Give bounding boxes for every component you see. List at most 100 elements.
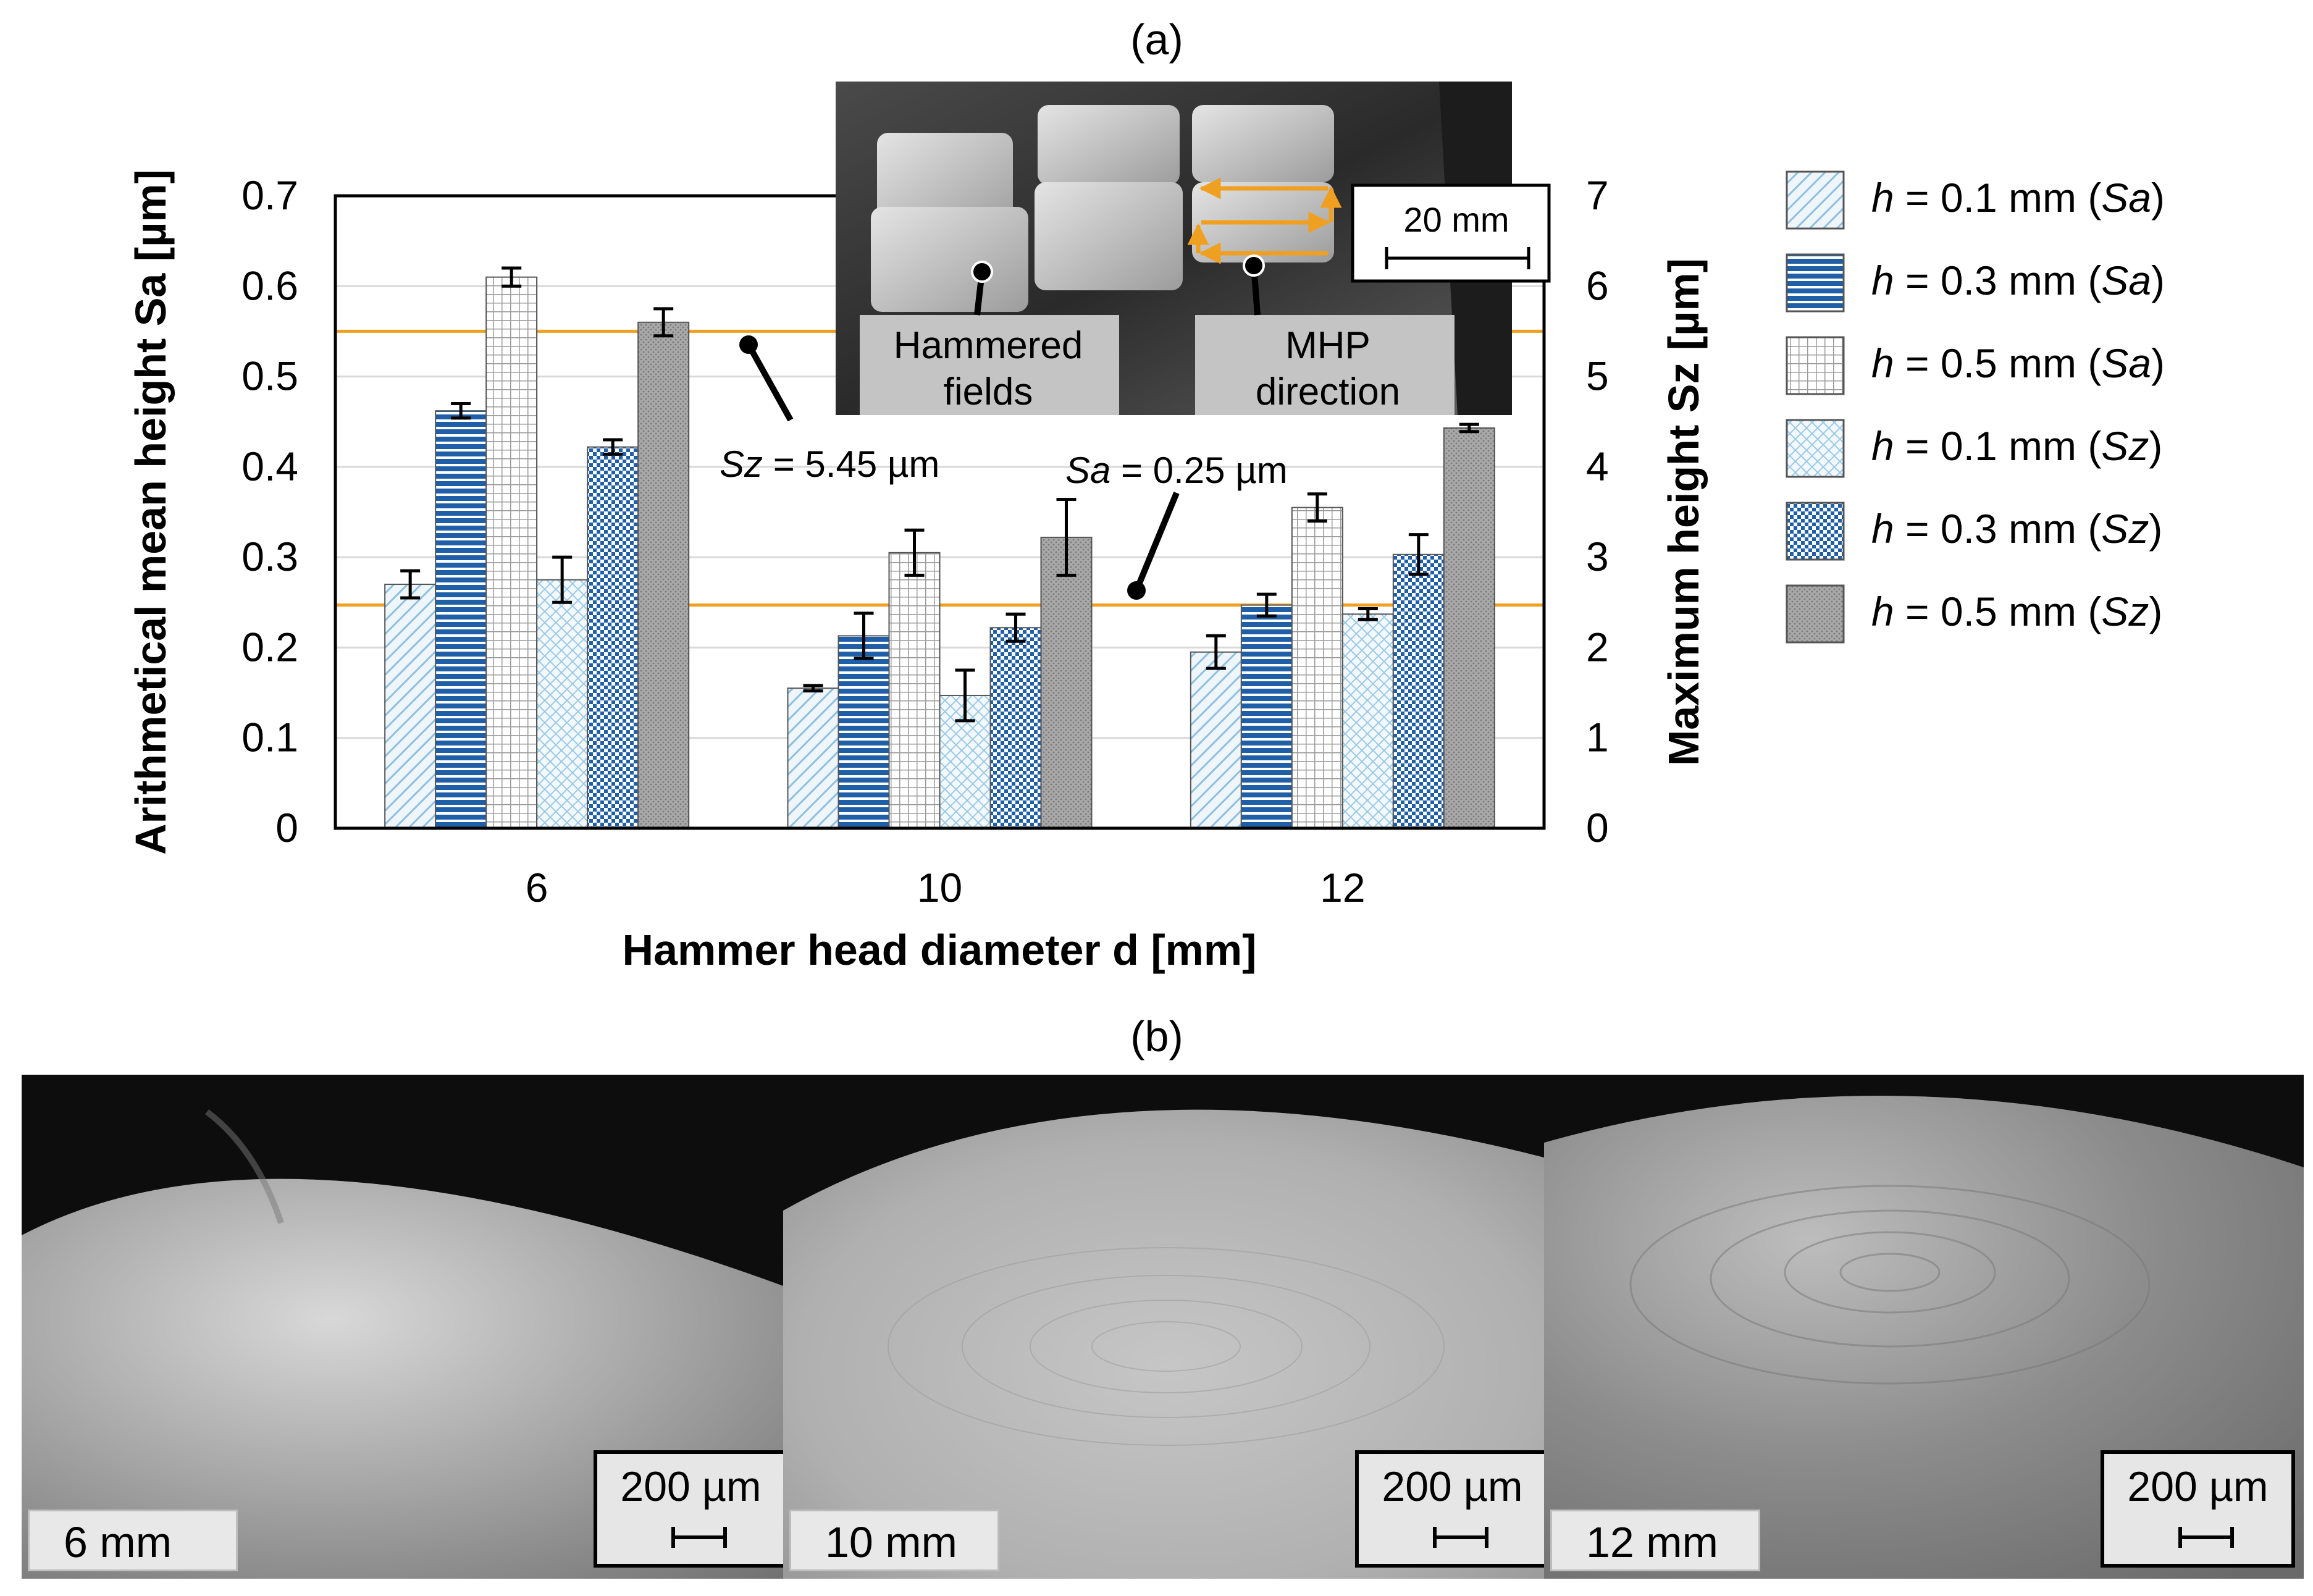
y-left-tick-label: 0 bbox=[275, 805, 298, 850]
y-right-tick-label: 3 bbox=[1586, 534, 1609, 579]
legend-swatch bbox=[1786, 170, 1845, 230]
bar bbox=[1291, 506, 1343, 829]
error-bar bbox=[653, 307, 674, 338]
sa-reference-callout: Sa = 0.25 µm bbox=[1065, 450, 1288, 600]
y-left-tick-label: 0.3 bbox=[241, 534, 298, 579]
x-tick-label: 12 bbox=[1320, 865, 1365, 910]
y-axis-left-ticks: 0 0.1 0.2 0.3 0.4 0.5 0.6 0.7 bbox=[241, 172, 298, 850]
inset-left-label-line2: fields bbox=[944, 371, 1033, 413]
y-axis-right-title: Maximum height Sz [µm] bbox=[1660, 258, 1708, 766]
inset-scale-box bbox=[1351, 183, 1551, 283]
error-bar bbox=[955, 668, 975, 723]
svg-text:Sz = 5.45 µm: Sz = 5.45 µm bbox=[720, 443, 939, 485]
sa-ref-value: = 0.25 µm bbox=[1110, 450, 1287, 491]
bar bbox=[1190, 651, 1242, 829]
bar bbox=[485, 276, 538, 829]
inset-right-label-box bbox=[1195, 315, 1455, 415]
error-bar bbox=[904, 528, 925, 577]
y-right-tick-label: 1 bbox=[1586, 715, 1609, 760]
error-bar bbox=[854, 611, 874, 660]
error-bar bbox=[1005, 612, 1026, 643]
x-axis-ticks: 6 10 12 bbox=[526, 865, 1366, 910]
hammered-field-5 bbox=[1192, 105, 1334, 182]
legend-swatch bbox=[1786, 253, 1845, 313]
error-bar bbox=[803, 684, 823, 693]
sem-scale-bar: 200 µm bbox=[2101, 1450, 2295, 1568]
sz-ref-var: Sz bbox=[720, 443, 763, 485]
y-right-tick-label: 0 bbox=[1586, 805, 1609, 850]
error-bars bbox=[400, 266, 1479, 723]
x-tick-label: 10 bbox=[917, 865, 962, 910]
bar bbox=[1341, 613, 1394, 829]
inset-left-label-box bbox=[860, 315, 1119, 415]
sem-image-12mm: 12 mm 200 µm bbox=[1544, 1075, 2304, 1579]
bar bbox=[1392, 553, 1445, 829]
y-left-tick-label: 0.4 bbox=[241, 443, 298, 489]
error-bar bbox=[1459, 422, 1479, 434]
sem-scale-label: 200 µm bbox=[620, 1463, 762, 1510]
bars bbox=[384, 276, 1495, 830]
hammered-field-3 bbox=[1038, 105, 1180, 185]
bar bbox=[1040, 536, 1093, 830]
sem-image-6mm: 6 mm 200 µm bbox=[22, 1075, 797, 1579]
error-bar bbox=[1206, 634, 1226, 670]
bar bbox=[637, 321, 690, 829]
legend: h = 0.1 mm (Sa) h = 0.3 mm (Sa) h = 0.5 mm… bbox=[1786, 170, 2165, 644]
inset-photo: Hammered fields MHP direction 20 mm bbox=[836, 82, 1551, 415]
legend-label: h = 0.3 mm (Sz) bbox=[1871, 506, 2162, 552]
error-bar bbox=[400, 569, 421, 600]
inset-scale-bar bbox=[1385, 247, 1530, 269]
y-left-tick-label: 0.6 bbox=[241, 262, 298, 308]
bar bbox=[384, 584, 437, 829]
legend-swatch bbox=[1786, 419, 1845, 478]
sem-image-10mm: 10 mm 200 µm bbox=[783, 1075, 1558, 1579]
bar bbox=[837, 635, 890, 829]
hammered-field-2 bbox=[871, 207, 1028, 312]
y-left-tick-label: 0.7 bbox=[241, 172, 298, 218]
inset-right-label-line1: MHP bbox=[1285, 324, 1371, 367]
legend-label: h = 0.5 mm (Sa) bbox=[1871, 340, 2165, 386]
error-bar bbox=[552, 555, 573, 604]
legend-swatch bbox=[1786, 336, 1845, 395]
bar bbox=[435, 410, 487, 829]
sem-scale-label: 200 µm bbox=[1382, 1463, 1523, 1510]
x-tick-label: 6 bbox=[526, 865, 548, 910]
bar bbox=[1443, 427, 1495, 829]
sem-diameter-label: 12 mm bbox=[1550, 1510, 1760, 1571]
error-bar bbox=[1358, 607, 1378, 621]
mhp-direction-arrows bbox=[1187, 177, 1342, 264]
error-bar bbox=[1056, 498, 1077, 577]
sem-scale-bar: 200 µm bbox=[594, 1450, 788, 1568]
y-right-tick-label: 6 bbox=[1586, 262, 1609, 308]
sa-ref-var: Sa bbox=[1065, 450, 1110, 491]
error-bar bbox=[451, 401, 471, 420]
y-axis-left-title: Arithmetical mean height Sa [µm] bbox=[127, 169, 175, 855]
sz-reference-callout: Sz = 5.45 µm bbox=[720, 335, 939, 485]
sem-diameter-label: 6 mm bbox=[28, 1510, 238, 1571]
bar bbox=[888, 552, 941, 829]
legend-label: h = 0.1 mm (Sz) bbox=[1871, 423, 2162, 469]
error-bar bbox=[1307, 492, 1327, 523]
error-bar bbox=[1256, 592, 1277, 618]
error-bar bbox=[603, 438, 623, 456]
error-bar bbox=[502, 266, 522, 288]
sem-scale-bar: 200 µm bbox=[1355, 1450, 1550, 1568]
hammered-field-4 bbox=[1035, 182, 1183, 290]
bar bbox=[1240, 604, 1293, 829]
x-axis-title: Hammer head diameter d [mm] bbox=[623, 926, 1257, 974]
y-left-tick-label: 0.5 bbox=[241, 353, 298, 399]
y-right-tick-label: 2 bbox=[1586, 624, 1609, 670]
inset-left-label-line1: Hammered bbox=[894, 324, 1083, 367]
y-left-tick-label: 0.1 bbox=[241, 715, 298, 760]
svg-text:Sa = 0.25 µm: Sa = 0.25 µm bbox=[1065, 450, 1288, 491]
bar bbox=[536, 579, 589, 829]
y-right-tick-label: 5 bbox=[1586, 353, 1609, 399]
sz-ref-value: = 5.45 µm bbox=[763, 443, 939, 485]
panel-a-label: (a) bbox=[1130, 15, 1183, 64]
legend-swatch bbox=[1786, 584, 1845, 644]
inset-scale-label: 20 mm bbox=[1403, 200, 1509, 239]
sem-diameter-label: 10 mm bbox=[789, 1510, 999, 1571]
error-bar bbox=[1408, 533, 1429, 576]
